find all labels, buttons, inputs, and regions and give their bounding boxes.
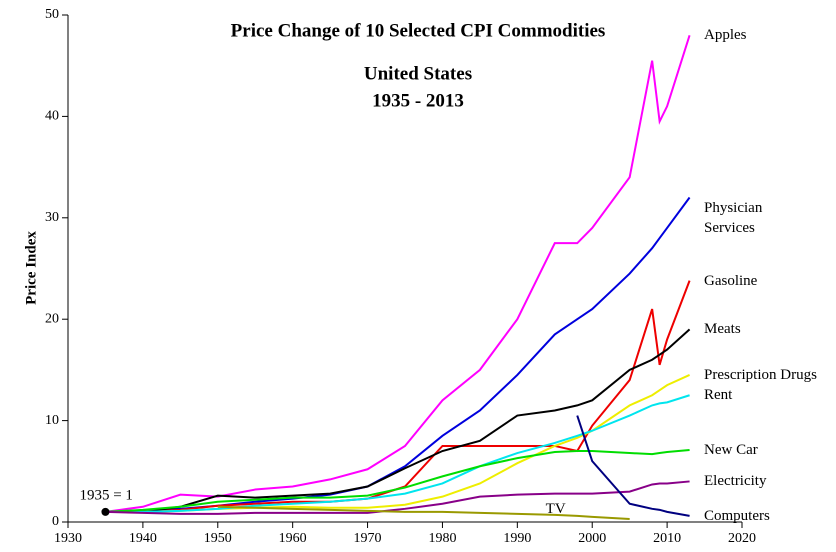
series-label: New Car: [704, 442, 758, 458]
series-line: [105, 480, 690, 515]
series-label: Prescription Drugs: [704, 366, 817, 383]
series-line: [576, 415, 690, 517]
x-tick-label: 2020: [728, 531, 756, 546]
series-line: [105, 374, 690, 513]
x-tick-label: 1940: [129, 531, 157, 546]
series-line: [105, 196, 691, 513]
x-tick-label: 1950: [204, 531, 232, 546]
series-line: [105, 394, 690, 513]
chart-subtitle: 1935 - 2013: [372, 90, 464, 111]
y-tick-label: 30: [45, 210, 59, 225]
y-tick-label: 40: [45, 109, 59, 124]
annotation-dot: [101, 507, 110, 516]
chart-subtitle: United States: [364, 63, 472, 84]
y-axis-label: Price Index: [23, 231, 39, 305]
x-tick-label: 1960: [279, 531, 307, 546]
series-label: Rent: [704, 387, 733, 404]
series-label: Meats: [704, 321, 741, 338]
series-label: TV: [545, 500, 566, 517]
series-line: [105, 280, 691, 513]
series-label: Computers: [704, 507, 770, 524]
x-tick-label: 1930: [54, 531, 82, 546]
x-tick-label: 1990: [503, 531, 531, 546]
x-tick-label: 1970: [354, 531, 382, 546]
series-line: [105, 328, 691, 513]
y-tick-label: 10: [45, 413, 59, 428]
chart-title: Price Change of 10 Selected CPI Commodit…: [231, 20, 606, 41]
y-tick-label: 50: [45, 7, 59, 22]
series-label: Apples: [704, 27, 747, 44]
y-tick-label: 0: [52, 514, 59, 529]
series-label: Electricity: [704, 473, 767, 490]
x-tick-label: 1980: [428, 531, 456, 546]
series-line: [217, 505, 630, 520]
x-tick-label: 2010: [653, 531, 681, 546]
series-label: Gasoline: [704, 272, 758, 289]
x-tick-label: 2000: [578, 531, 606, 546]
y-tick-label: 20: [45, 311, 59, 326]
series-label: Physician Services: [704, 199, 763, 236]
series-line: [105, 449, 690, 513]
annotation: 1935 = 1: [79, 487, 132, 503]
